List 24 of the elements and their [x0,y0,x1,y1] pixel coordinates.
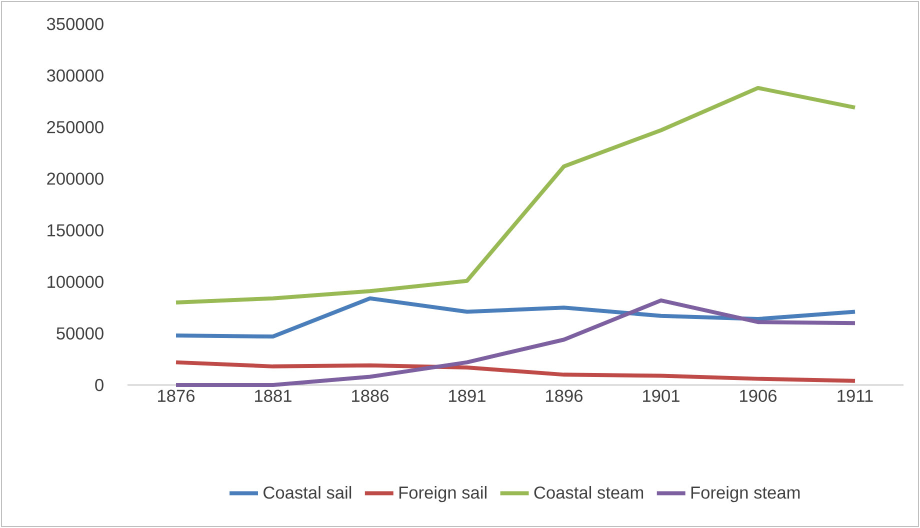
x-tick-label: 1906 [740,390,777,402]
y-tick-label: 100000 [48,276,104,288]
x-tick-label: 1881 [255,390,292,402]
y-tick-label: 200000 [47,172,104,185]
line-series [174,296,858,339]
y-tick-label: 300000 [46,69,104,82]
y-tick-label: 50000 [56,327,104,340]
x-tick-label: 1876 [158,390,195,402]
legend-label: Coastal sail [264,486,352,499]
x-tick-label: 1896 [546,390,583,402]
line-series [174,360,858,383]
y-tick-label: 0 [95,378,104,392]
legend-label: Foreign steam [691,486,800,502]
y-tick-label: 150000 [48,224,104,236]
line-series [174,86,858,304]
legend-label: Foreign sail [399,486,486,502]
x-tick-label: 1901 [643,390,680,402]
line-series [174,298,858,387]
x-tick-label: 1886 [352,390,389,402]
x-tick-label: 1911 [838,390,873,402]
x-tick-label: 1891 [449,390,486,402]
y-tick-label: 250000 [47,121,104,134]
y-tick-label: 350000 [46,18,104,30]
legend-label: Coastal steam [534,486,644,499]
